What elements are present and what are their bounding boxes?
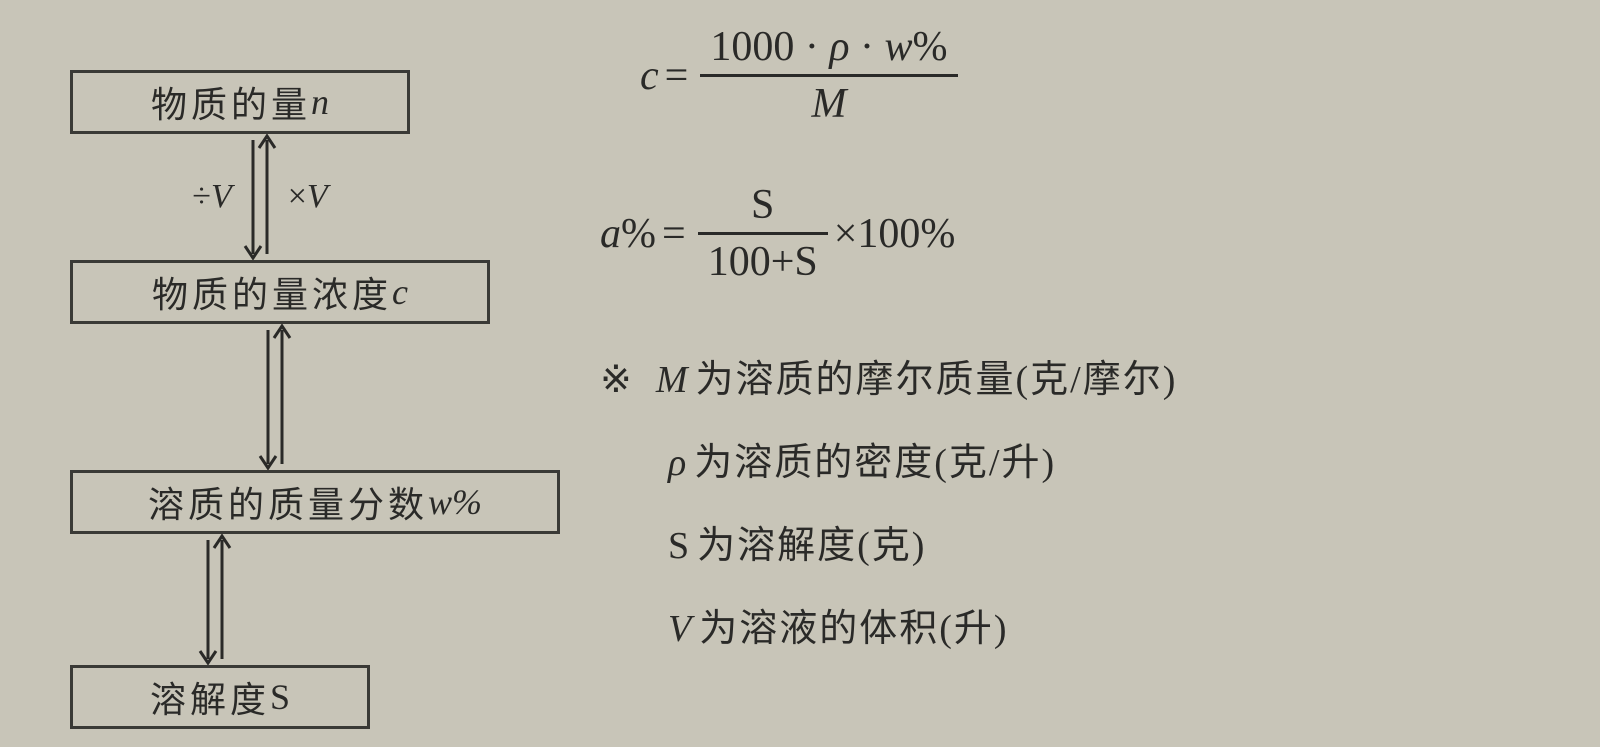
box-molar-concentration: 物质的量浓度 c — [70, 260, 490, 324]
note-line-1: ※ M 为溶质的摩尔质量(克/摩尔) — [600, 348, 1560, 403]
box-mass-fraction: 溶质的质量分数 w% — [70, 470, 560, 534]
arrow-3 — [195, 534, 235, 665]
note4-text: 为溶液的体积(升) — [699, 597, 1008, 652]
f2-tail: ×100% — [834, 210, 956, 258]
box2-label: 物质的量浓度 — [152, 266, 392, 318]
f1-eq: = — [665, 52, 689, 100]
note2-text: 为溶质的密度(克/升) — [694, 431, 1056, 486]
arrow1-left-label: ÷V — [192, 178, 231, 216]
arrow-2 — [255, 324, 295, 470]
formula-mass-percent: a % = S 100+S ×100% — [600, 180, 1560, 288]
f1-lhs: c — [640, 52, 659, 100]
f2-lhs-var: a — [600, 210, 621, 258]
double-arrow-icon — [240, 134, 280, 260]
f2-fraction: S 100+S — [698, 180, 828, 288]
note-marker: ※ — [600, 357, 632, 402]
formulas-column: c = 1000 · ρ · w% M a % = S 100+S ×100% … — [580, 30, 1560, 717]
box2-var: c — [392, 271, 408, 313]
f2-eq: = — [662, 210, 686, 258]
note4-var: V — [668, 607, 693, 651]
arrow1-right-label: ×V — [288, 178, 328, 216]
note1-var: M — [656, 358, 690, 402]
box3-var: w% — [428, 481, 482, 523]
note3-text: 为溶解度(克) — [697, 514, 926, 569]
arrow-1: ÷V ×V — [165, 134, 355, 260]
f1-fraction: 1000 · ρ · w% M — [700, 22, 957, 130]
note1-text: 为溶质的摩尔质量(克/摩尔) — [696, 348, 1178, 403]
f2-lhs-suffix: % — [621, 210, 656, 258]
note-line-4: V 为溶液的体积(升) — [600, 597, 1560, 652]
note3-var: S — [668, 524, 691, 568]
box-solubility: 溶解度 S — [70, 665, 370, 729]
formula-concentration: c = 1000 · ρ · w% M — [640, 22, 1560, 130]
note-line-3: S 为溶解度(克) — [600, 514, 1560, 569]
box4-var: S — [270, 676, 290, 718]
box1-label: 物质的量 — [151, 76, 311, 128]
note2-var: ρ — [668, 441, 688, 485]
double-arrow-icon — [195, 534, 235, 665]
notes-block: ※ M 为溶质的摩尔质量(克/摩尔) ρ 为溶质的密度(克/升) S 为溶解度(… — [600, 348, 1560, 652]
double-arrow-icon — [255, 324, 295, 470]
box3-label: 溶质的质量分数 — [148, 476, 428, 528]
box1-var: n — [311, 81, 329, 123]
box4-label: 溶解度 — [150, 671, 270, 723]
flowchart-column: 物质的量 n ÷V ×V 物质的量浓度 c — [40, 30, 580, 717]
box-amount-of-substance: 物质的量 n — [70, 70, 410, 134]
note-line-2: ρ 为溶质的密度(克/升) — [600, 431, 1560, 486]
